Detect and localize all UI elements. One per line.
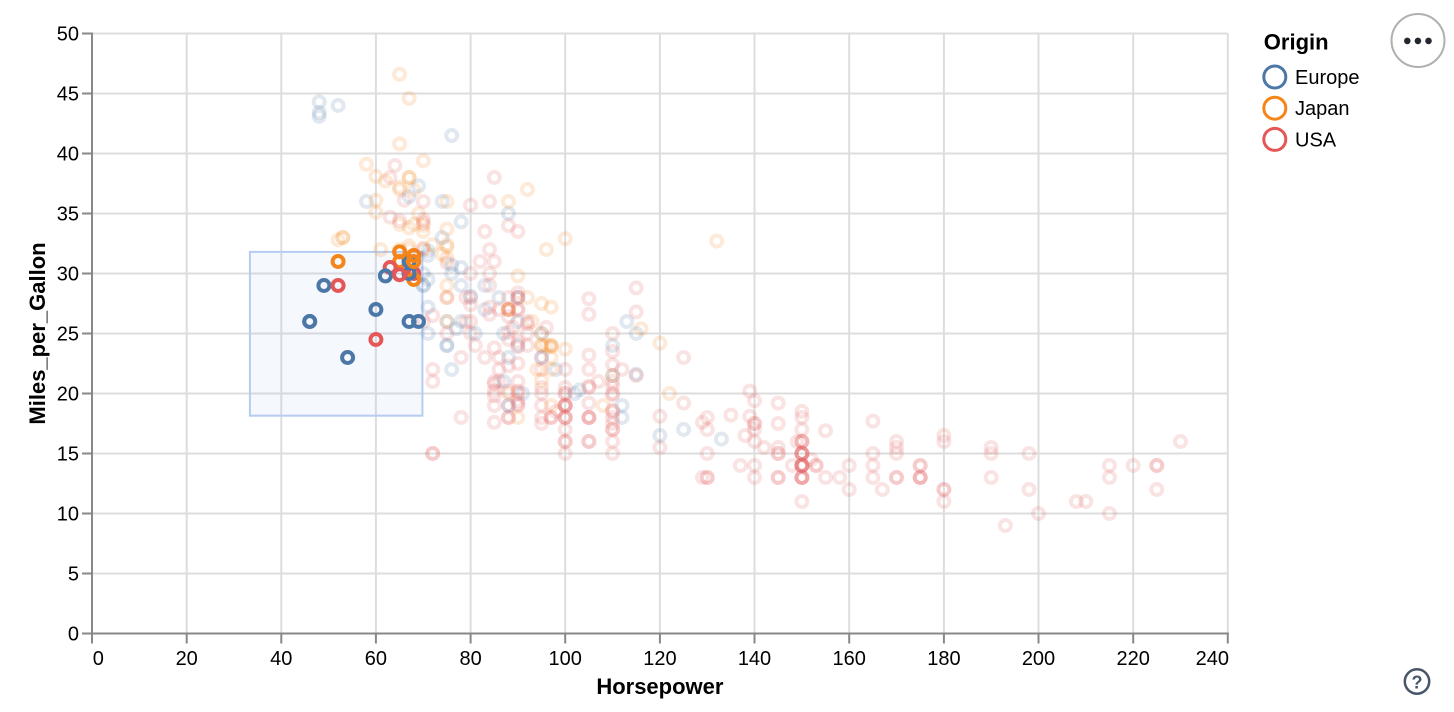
- svg-text:Origin: Origin: [1264, 29, 1329, 54]
- svg-text:Europe: Europe: [1295, 67, 1360, 89]
- svg-text:10: 10: [57, 504, 79, 526]
- svg-text:0: 0: [93, 648, 104, 670]
- svg-text:35: 35: [57, 204, 79, 226]
- svg-text:5: 5: [68, 564, 79, 586]
- svg-text:40: 40: [57, 144, 79, 166]
- svg-text:140: 140: [738, 648, 771, 670]
- svg-text:Miles_per_Gallon: Miles_per_Gallon: [25, 242, 50, 424]
- svg-text:45: 45: [57, 84, 79, 106]
- svg-text:Horsepower: Horsepower: [596, 674, 724, 699]
- svg-text:USA: USA: [1295, 129, 1337, 151]
- svg-text:160: 160: [833, 648, 866, 670]
- svg-text:240: 240: [1196, 648, 1229, 670]
- svg-text:20: 20: [176, 648, 198, 670]
- svg-text:30: 30: [57, 264, 79, 286]
- svg-text:180: 180: [927, 648, 960, 670]
- svg-text:?: ?: [1412, 673, 1423, 693]
- svg-text:Japan: Japan: [1295, 98, 1350, 120]
- svg-text:25: 25: [57, 324, 79, 346]
- svg-text:80: 80: [459, 648, 481, 670]
- svg-text:220: 220: [1117, 648, 1150, 670]
- svg-text:100: 100: [549, 648, 582, 670]
- svg-text:60: 60: [365, 648, 387, 670]
- svg-text:20: 20: [57, 384, 79, 406]
- svg-text:15: 15: [57, 444, 79, 466]
- svg-text:120: 120: [643, 648, 676, 670]
- svg-text:50: 50: [57, 24, 79, 46]
- svg-text:0: 0: [68, 624, 79, 646]
- svg-text:40: 40: [270, 648, 292, 670]
- svg-text:200: 200: [1022, 648, 1055, 670]
